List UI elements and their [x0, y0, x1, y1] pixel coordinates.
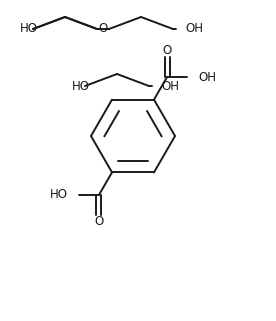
Text: O: O: [98, 22, 108, 36]
Text: O: O: [94, 215, 104, 228]
Text: HO: HO: [20, 22, 38, 36]
Text: O: O: [162, 44, 172, 56]
Text: HO: HO: [72, 80, 90, 92]
Text: OH: OH: [161, 80, 179, 92]
Text: HO: HO: [50, 188, 68, 201]
Text: OH: OH: [185, 22, 203, 36]
Text: OH: OH: [198, 71, 216, 83]
